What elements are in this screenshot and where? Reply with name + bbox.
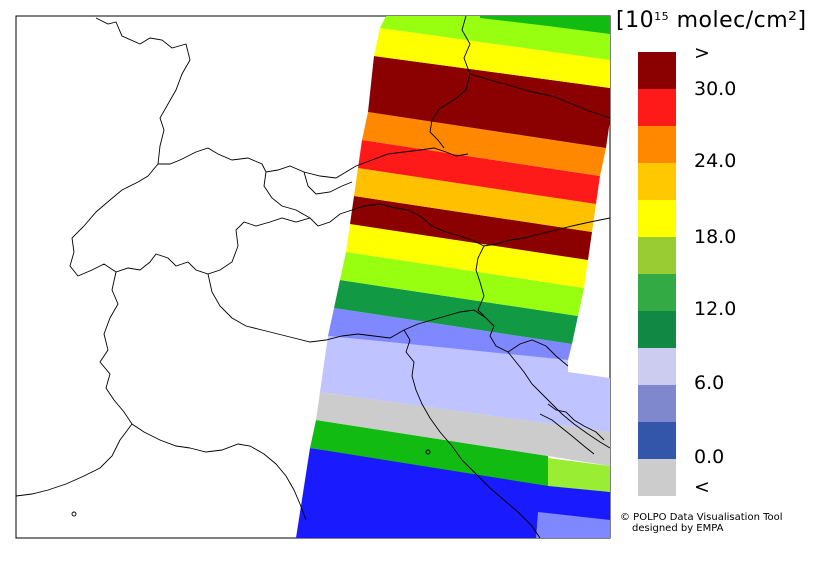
legend-tick-30: 30.0 — [694, 78, 737, 100]
legend-swatch — [638, 311, 676, 348]
unit-exponent: 15 — [654, 10, 670, 23]
swath-band — [358, 140, 600, 204]
swath-band — [374, 28, 610, 88]
legend-swatch — [638, 52, 676, 89]
legend-swatch — [638, 89, 676, 126]
swath-band — [368, 56, 610, 148]
legend-swatch — [638, 274, 676, 311]
legend-swatch — [638, 422, 676, 459]
satellite-swath — [296, 16, 610, 538]
legend-tick-24: 24.0 — [694, 150, 737, 172]
country-borders — [16, 16, 610, 538]
swath-band — [380, 16, 610, 60]
swath-band — [334, 280, 578, 344]
swath-band — [354, 168, 596, 232]
swath-band — [548, 458, 610, 492]
legend-unit-label: [1015 molec/cm²] — [616, 8, 807, 33]
swath-band — [362, 112, 606, 176]
swath-band — [536, 512, 610, 538]
legend-tick-over: > — [694, 42, 710, 64]
legend-swatch — [638, 200, 676, 237]
legend-swatch — [638, 237, 676, 274]
footer-designer: designed by EMPA — [632, 523, 724, 534]
swath-band — [350, 196, 592, 260]
legend-tick-6: 6.0 — [694, 372, 725, 394]
legend-swatch — [638, 126, 676, 163]
legend-swatch — [638, 459, 676, 496]
color-legend — [638, 52, 676, 496]
legend-swatch — [638, 348, 676, 385]
legend-tick-0: 0.0 — [694, 446, 725, 468]
legend-swatch — [638, 163, 676, 200]
unit-prefix: [10 — [616, 8, 655, 33]
legend-tick-12: 12.0 — [694, 298, 737, 320]
swath-band — [346, 224, 588, 288]
legend-tick-under: < — [694, 476, 710, 498]
swath-band — [328, 308, 572, 360]
legend-tick-18: 18.0 — [694, 226, 737, 248]
legend-swatch — [638, 385, 676, 422]
swath-band — [340, 252, 584, 316]
swath-band — [320, 336, 610, 432]
swath-band — [316, 392, 610, 466]
swath-band — [480, 16, 610, 34]
unit-suffix: molec/cm²] — [669, 8, 807, 33]
footer-credit: © POLPO Data Visualisation Tool — [620, 512, 783, 523]
swath-band — [310, 420, 548, 486]
swath-band — [296, 448, 610, 538]
